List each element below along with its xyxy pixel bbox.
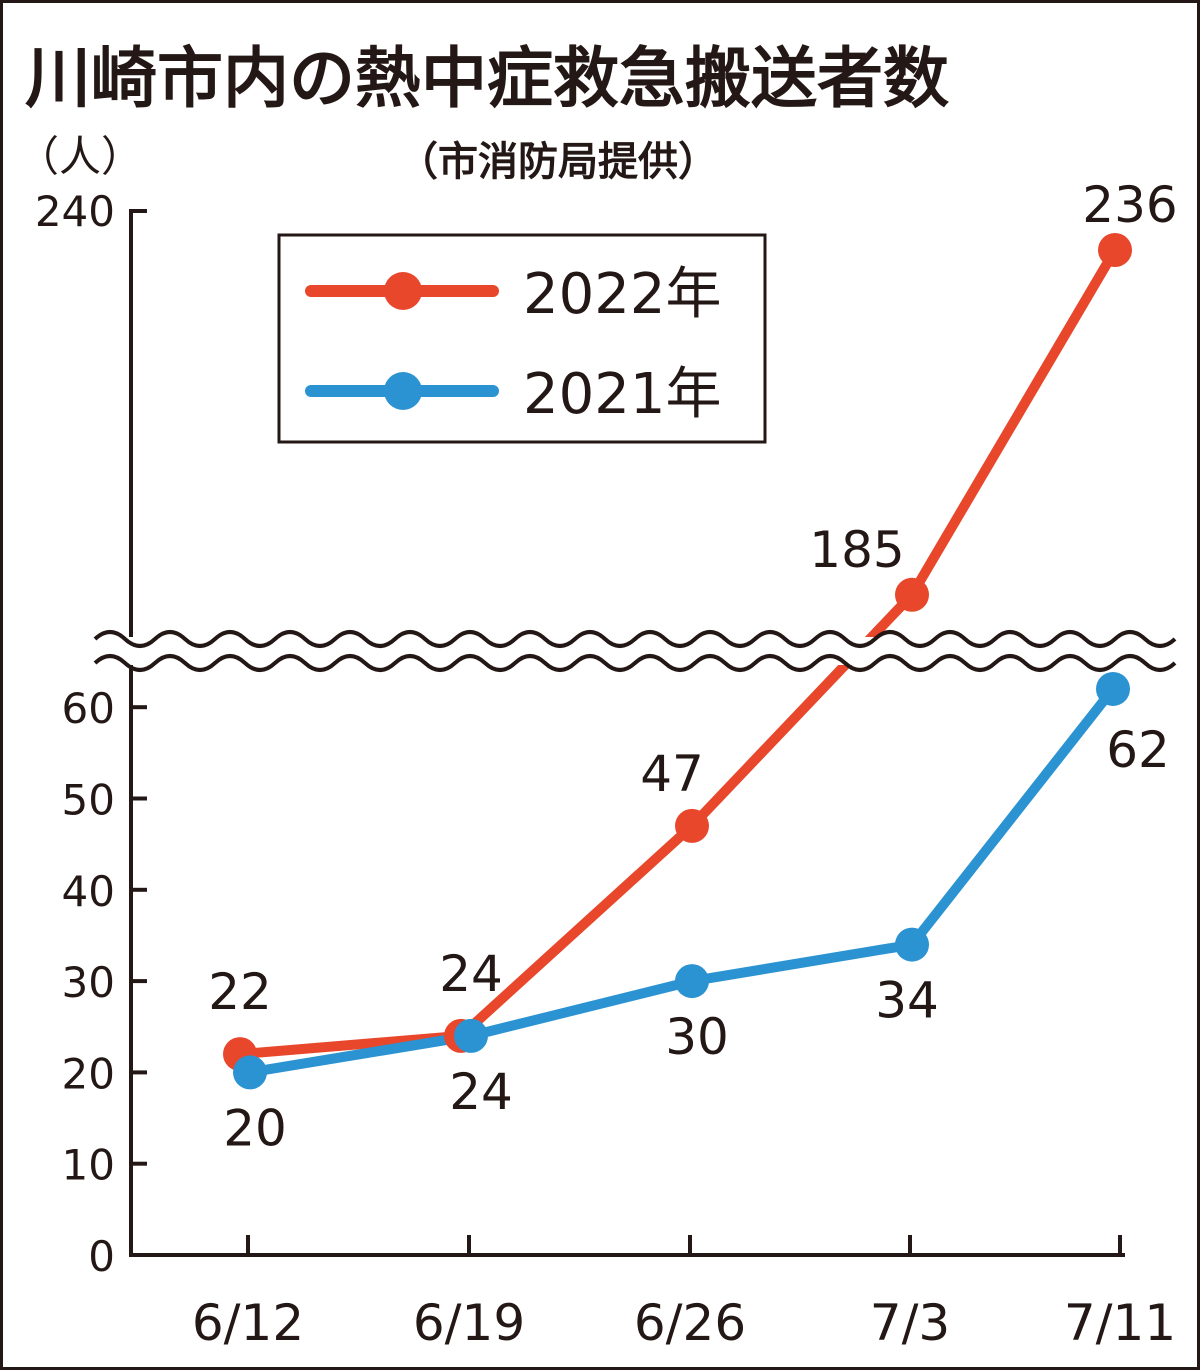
x-tick-label: 6/26 <box>634 1294 746 1352</box>
x-tick-label: 7/3 <box>870 1294 950 1352</box>
y-tick-label: 60 <box>62 684 115 733</box>
x-tick-label: 6/19 <box>413 1294 525 1352</box>
axis-break-line <box>93 654 1177 672</box>
y-tick-label: 20 <box>62 1049 115 1098</box>
data-label: 185 <box>809 521 904 579</box>
data-label: 20 <box>223 1099 287 1157</box>
data-label: 236 <box>1082 176 1177 234</box>
legend-marker <box>384 272 422 310</box>
data-label: 24 <box>439 945 503 1003</box>
data-label: 30 <box>665 1008 729 1066</box>
legend-box <box>277 233 767 444</box>
x-tick-label: 7/11 <box>1064 1294 1176 1352</box>
y-tick-label: 240 <box>35 187 115 236</box>
y-tick-label: 40 <box>62 867 115 916</box>
y-axis-label: （人） <box>17 132 143 181</box>
line-chart: 川崎市内の熱中症救急搬送者数 （市消防局提供） （人） 240 0 10 20 30 40… <box>17 40 1178 1352</box>
data-label: 62 <box>1106 721 1170 779</box>
data-point <box>1098 233 1132 267</box>
legend-label: 2022年 <box>523 262 722 327</box>
data-point <box>895 927 929 962</box>
chart-subtitle: （市消防局提供） <box>398 139 718 185</box>
x-tick-label: 6/12 <box>192 1294 304 1352</box>
y-tick-label: 50 <box>62 776 115 825</box>
data-point <box>454 1018 488 1053</box>
data-point <box>233 1055 267 1090</box>
data-point <box>1096 671 1130 706</box>
y-tick-label: 10 <box>62 1141 115 1190</box>
data-label: 22 <box>208 963 272 1021</box>
data-label: 34 <box>875 972 939 1030</box>
legend-marker <box>384 372 422 410</box>
chart-title: 川崎市内の熱中症救急搬送者数 <box>25 40 949 117</box>
y-tick-label: 30 <box>62 958 115 1007</box>
legend-label: 2021年 <box>523 362 722 427</box>
data-label: 24 <box>449 1063 513 1121</box>
y-tick-label: 0 <box>88 1232 115 1281</box>
data-label: 47 <box>640 745 704 803</box>
data-point <box>675 964 709 999</box>
data-point <box>675 808 709 843</box>
axis-break-line <box>93 630 1177 648</box>
data-point <box>895 577 929 612</box>
